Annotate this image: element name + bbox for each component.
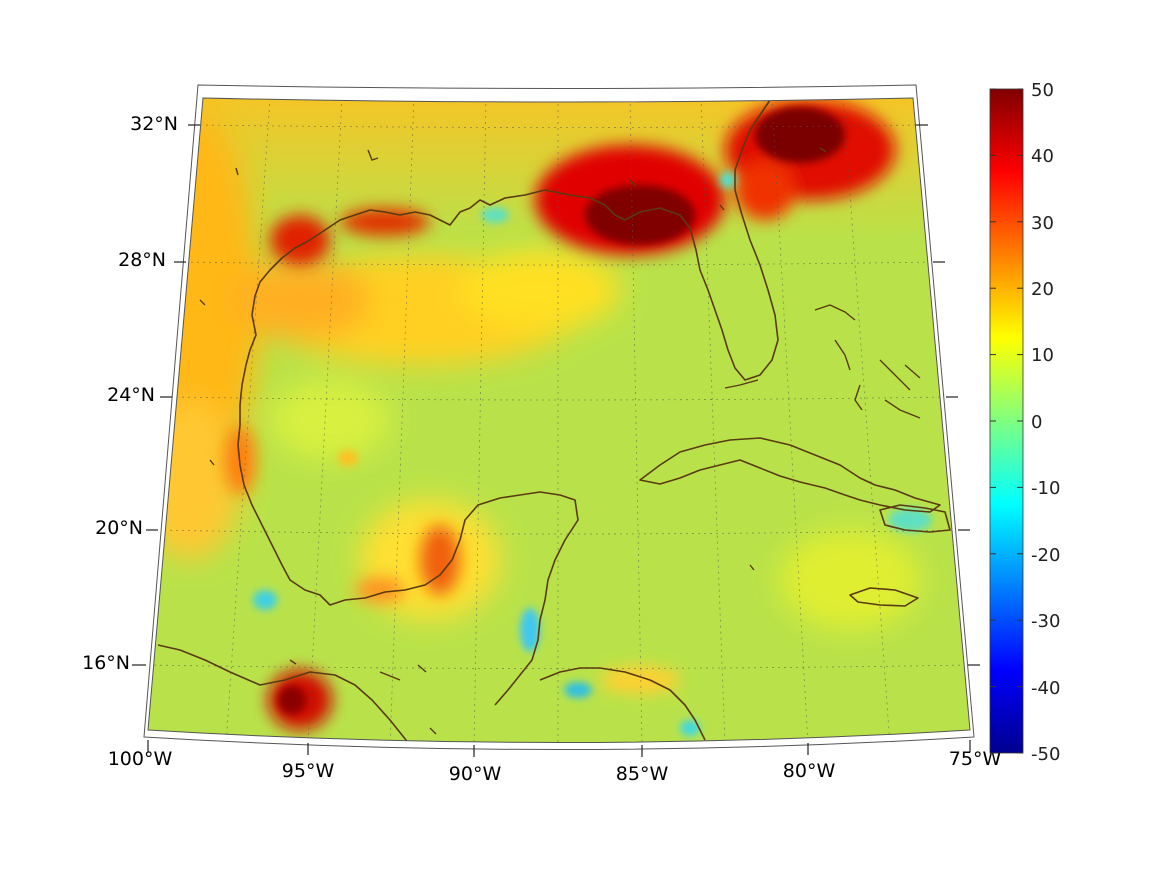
lat-label-32n: 32°N [130, 113, 178, 135]
graticule [148, 98, 970, 743]
florida-coastline [544, 99, 779, 381]
coastlines [157, 99, 951, 743]
lon-label-85w: 85°W [616, 763, 669, 785]
gulf-coastline [237, 189, 579, 706]
lon-label-90w: 90°W [449, 763, 502, 785]
colorbar: 50 40 30 20 10 0 -10 -20 -30 -40 -50 [989, 80, 1060, 765]
jamaica-coastline [849, 587, 919, 607]
colorbar-tick-0: 0 [1031, 412, 1042, 433]
colorbar-tick-20: 20 [1031, 279, 1054, 300]
honduras-coastline [539, 667, 706, 741]
lat-label-24n: 24°N [107, 384, 155, 406]
lon-label-100w: 100°W [108, 748, 173, 770]
colorbar-tick-50: 50 [1031, 80, 1054, 101]
colorbar-tick-neg30: -30 [1031, 611, 1060, 632]
bahamas-islands [814, 304, 921, 419]
hispaniola-coastline [879, 504, 951, 533]
colorbar-tick-40: 40 [1031, 146, 1054, 167]
colorbar-tick-neg40: -40 [1031, 678, 1060, 699]
lon-label-75w: 75°W [949, 748, 1002, 770]
map-frame [132, 84, 980, 757]
lat-label-28n: 28°N [118, 249, 166, 271]
colorbar-tick-neg50: -50 [1031, 744, 1060, 765]
latitude-labels: 32°N 28°N 24°N 20°N 16°N [82, 113, 178, 674]
central-america-coastline [157, 644, 411, 743]
lat-label-20n: 20°N [95, 517, 143, 539]
data-field [148, 98, 970, 743]
longitude-labels: 100°W 95°W 90°W 85°W 80°W 75°W [108, 748, 1002, 785]
colorbar-tick-neg20: -20 [1031, 545, 1060, 566]
small-islands [199, 147, 827, 735]
colorbar-tick-10: 10 [1031, 345, 1054, 366]
lon-label-80w: 80°W [783, 760, 836, 782]
lat-label-16n: 16°N [82, 652, 130, 674]
cuba-coastline [639, 437, 941, 513]
colorbar-tick-30: 30 [1031, 213, 1054, 234]
florida-keys [724, 379, 759, 389]
colorbar-tick-neg10: -10 [1031, 478, 1060, 499]
lon-label-95w: 95°W [282, 760, 335, 782]
